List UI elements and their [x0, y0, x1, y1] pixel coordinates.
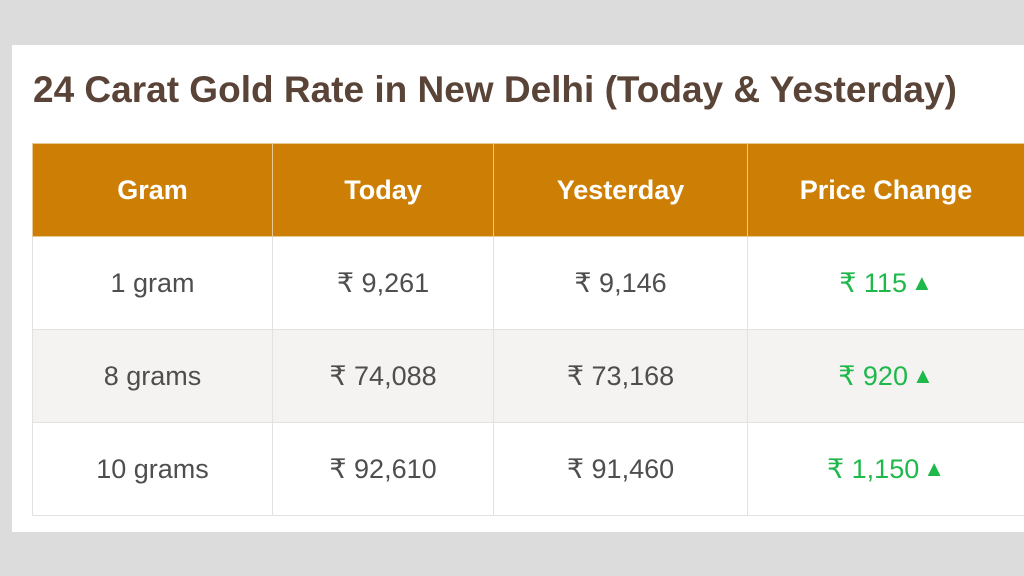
up-triangle-icon: ▲: [910, 269, 933, 295]
cell-today: ₹ 74,088: [272, 329, 494, 423]
header-gram: Gram: [32, 143, 273, 237]
cell-price-change: ₹ 920 ▲: [747, 329, 1024, 423]
cell-gram: 10 grams: [32, 422, 273, 516]
cell-yesterday: ₹ 91,460: [493, 422, 748, 516]
header-today: Today: [272, 143, 494, 237]
table-row: 1 gram ₹ 9,261 ₹ 9,146 ₹ 115 ▲: [32, 236, 1024, 330]
content-card: 24 Carat Gold Rate in New Delhi (Today &…: [12, 45, 1024, 532]
table-row: 10 grams ₹ 92,610 ₹ 91,460 ₹ 1,150 ▲: [32, 422, 1024, 516]
header-price-change: Price Change: [747, 143, 1024, 237]
cell-gram: 1 gram: [32, 236, 273, 330]
table-header-row: Gram Today Yesterday Price Change: [32, 143, 1024, 237]
cell-price-change: ₹ 1,150 ▲: [747, 422, 1024, 516]
change-value: ₹ 1,150: [826, 453, 920, 484]
cell-price-change: ₹ 115 ▲: [747, 236, 1024, 330]
cell-today: ₹ 92,610: [272, 422, 494, 516]
cell-today: ₹ 9,261: [272, 236, 494, 330]
page-title: 24 Carat Gold Rate in New Delhi (Today &…: [33, 69, 957, 110]
cell-gram: 8 grams: [32, 329, 273, 423]
header-yesterday: Yesterday: [493, 143, 748, 237]
table-row: 8 grams ₹ 74,088 ₹ 73,168 ₹ 920 ▲: [32, 329, 1024, 423]
up-triangle-icon: ▲: [923, 455, 946, 481]
change-value: ₹ 920: [838, 360, 908, 391]
up-triangle-icon: ▲: [911, 362, 934, 388]
cell-yesterday: ₹ 73,168: [493, 329, 748, 423]
change-value: ₹ 115: [839, 267, 907, 298]
gold-rate-table: Gram Today Yesterday Price Change 1 gram…: [32, 143, 1024, 516]
cell-yesterday: ₹ 9,146: [493, 236, 748, 330]
